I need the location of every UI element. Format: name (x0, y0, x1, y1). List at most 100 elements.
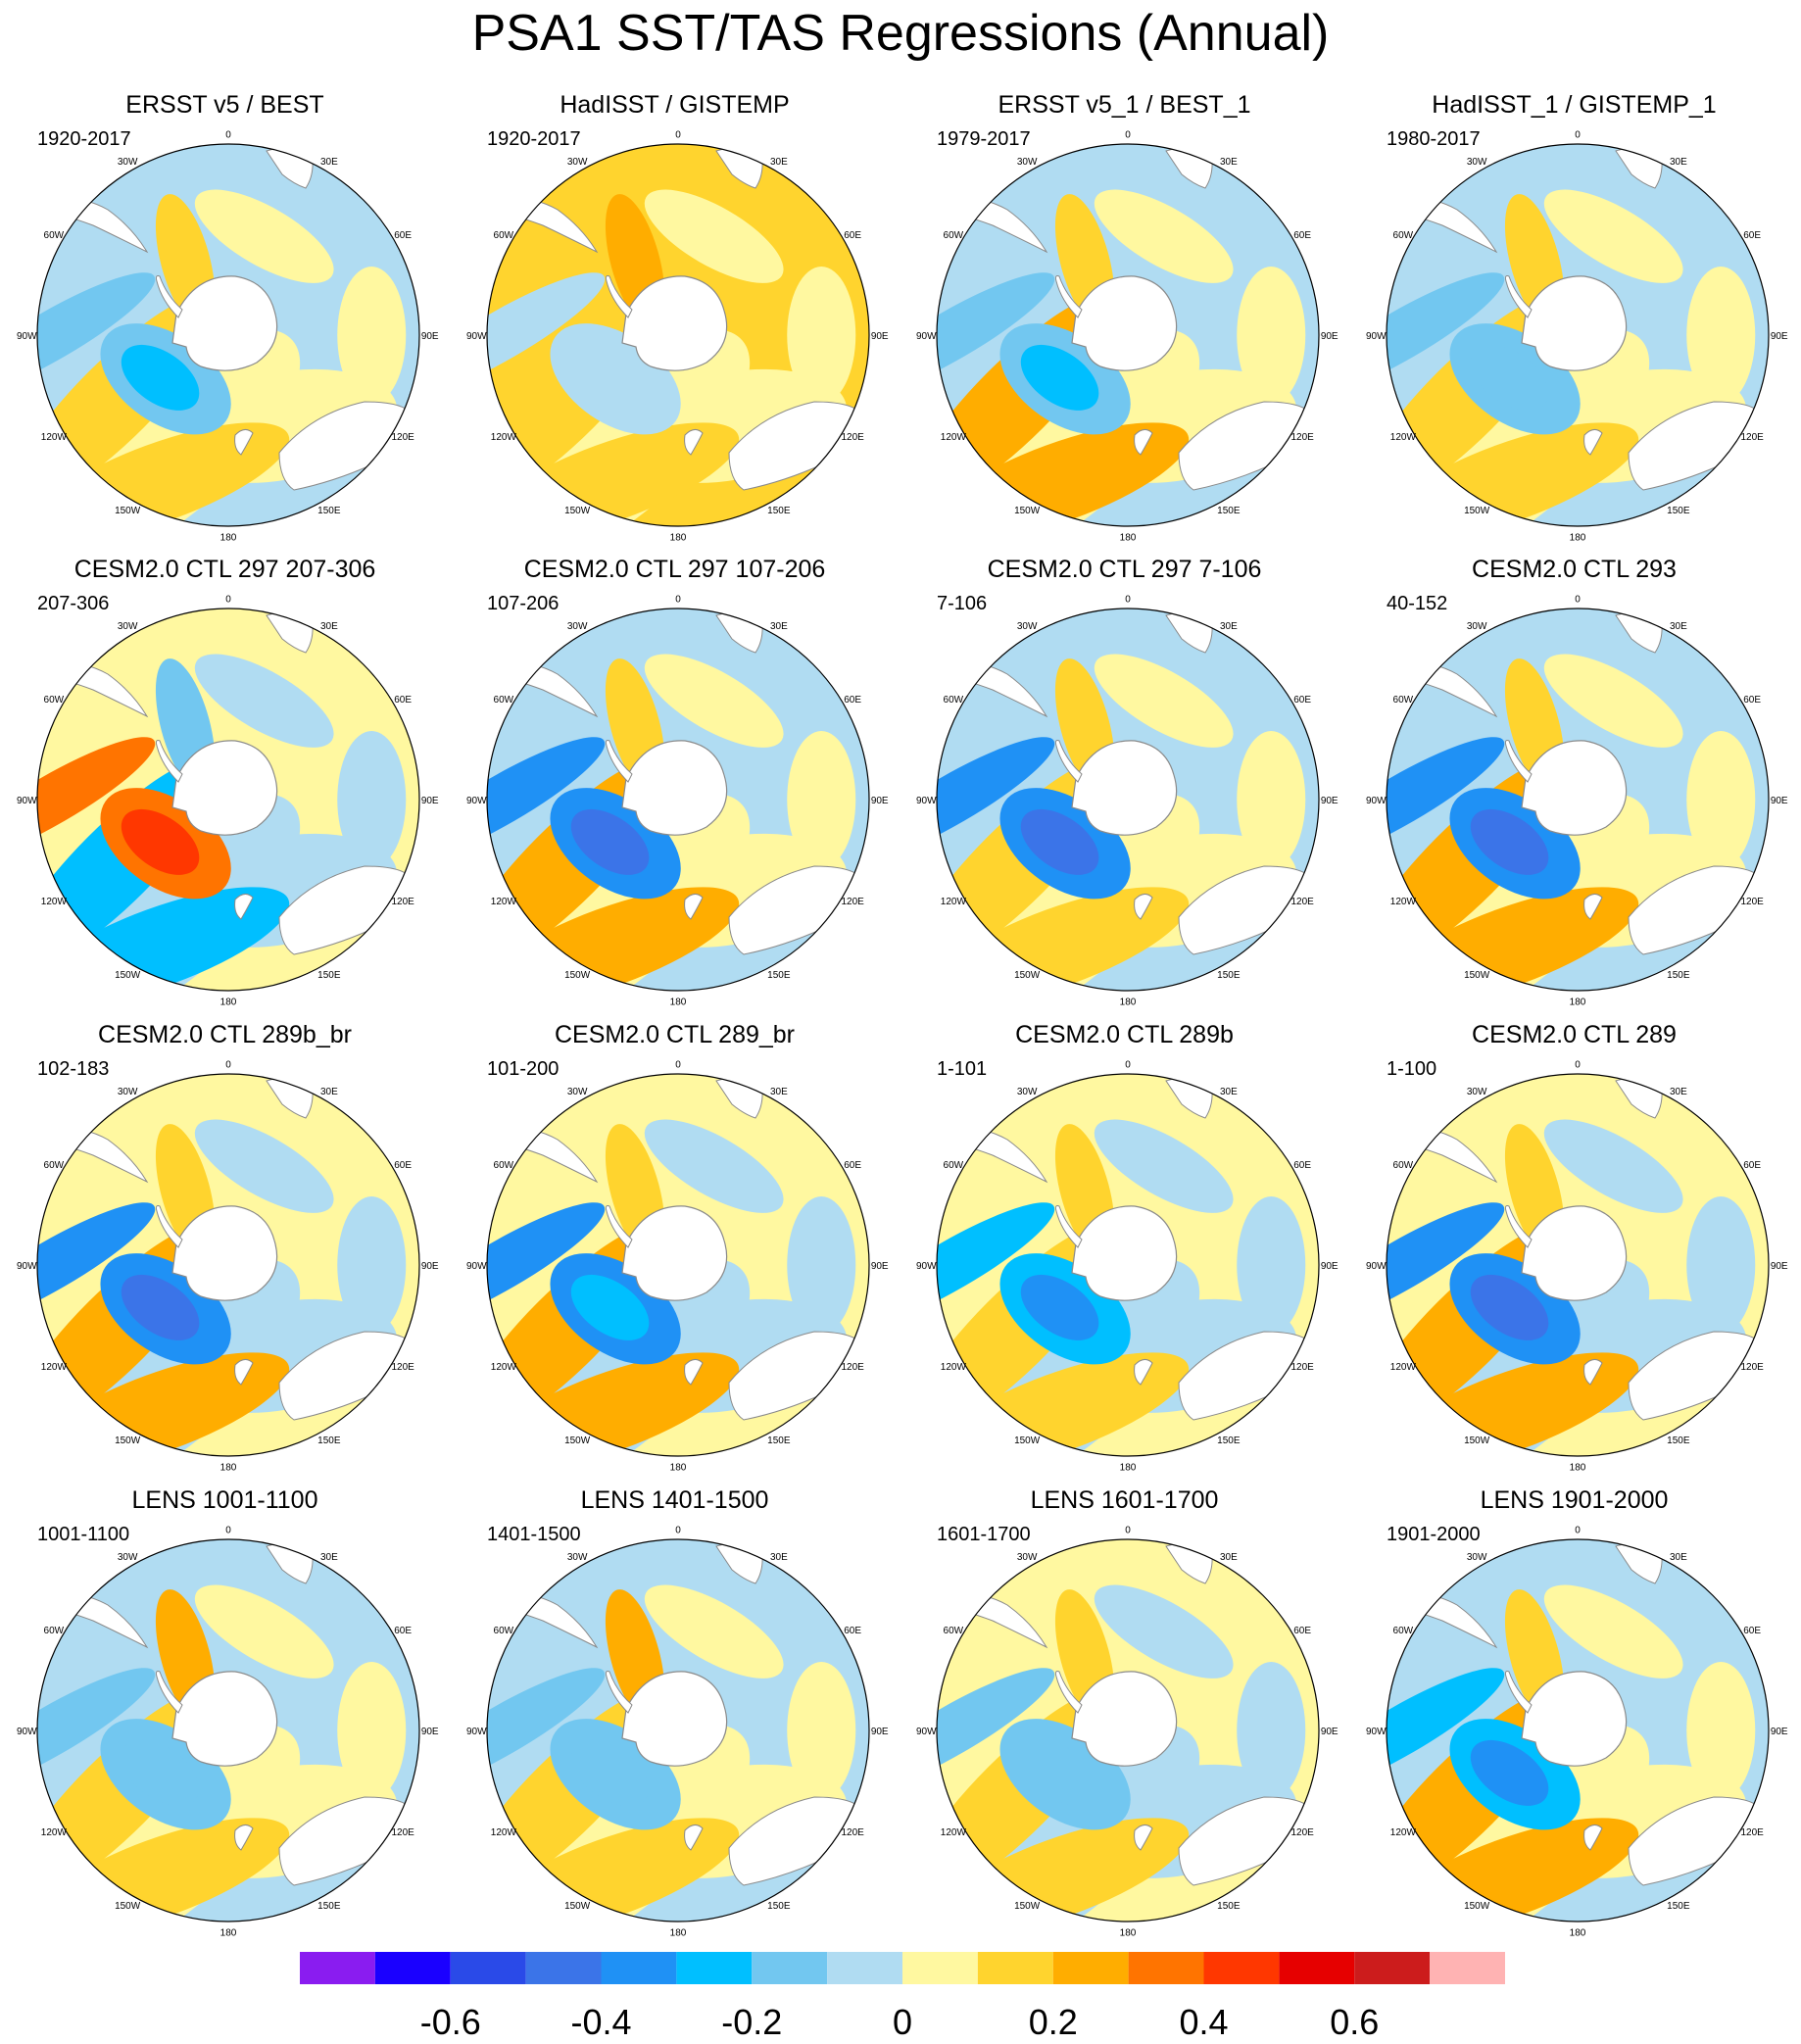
longitude-label: 120E (1290, 897, 1314, 907)
panel-period-label: 102-183 (37, 1058, 110, 1080)
longitude-label: 60W (494, 695, 514, 706)
contour-region (1470, 344, 1549, 411)
peninsula-landmass (1504, 1671, 1533, 1714)
longitude-label: 60W (944, 1626, 964, 1636)
contour-region (194, 189, 334, 283)
contour-region (1686, 1662, 1756, 1799)
map-panel: 0 30E 60E 90E 120E 150E 180 150W 120W 90W 60W 30W ER… (0, 90, 450, 554)
longitude-label: 180 (220, 1928, 237, 1939)
longitude-label: 150E (317, 970, 341, 981)
contour-region (937, 1668, 1055, 1793)
longitude-label: 120E (841, 1827, 864, 1838)
regression-field (937, 144, 1319, 526)
panel-period-label: 1920-2017 (37, 128, 131, 150)
longitude-label: 150E (767, 506, 791, 516)
longitude-label: 30W (118, 1087, 138, 1097)
longitude-label: 60E (844, 695, 861, 706)
longitude-label: 180 (1120, 998, 1137, 1008)
longitude-label: 120E (391, 1827, 414, 1838)
new-zealand-landmass (684, 894, 704, 920)
longitude-label: 30W (1017, 1087, 1038, 1097)
longitude-label: 0 (1125, 1059, 1131, 1070)
regression-field (37, 608, 419, 991)
polar-map: 0 30E 60E 90E 120E 150E 180 150W 120W 90W 60W 30W (466, 594, 889, 1007)
antarctica-landmass (621, 740, 728, 836)
antarctica-landmass (1521, 275, 1628, 371)
colorbar-tick-label: -0.4 (570, 2002, 631, 2042)
panel-title: HadISST / GISTEMP (560, 91, 790, 119)
contour-region (1237, 731, 1306, 868)
panel-period-label: 1-101 (937, 1058, 988, 1080)
longitude-label: 30E (770, 157, 788, 168)
longitude-label: 150W (1014, 1901, 1041, 1912)
figure-title: PSA1 SST/TAS Regressions (Annual) (471, 5, 1330, 62)
longitude-label: 150E (1667, 506, 1690, 516)
peninsula-landmass (155, 740, 183, 783)
contour-region (1543, 189, 1683, 283)
longitude-label: 90E (871, 1727, 889, 1737)
longitude-label: 60E (394, 230, 412, 241)
longitude-label: 60W (44, 1160, 65, 1171)
contour-region (937, 1202, 1055, 1328)
longitude-label: 90W (466, 1261, 487, 1272)
new-zealand-landmass (1134, 429, 1153, 456)
antarctica-landmass (621, 1671, 728, 1767)
longitude-label: 180 (670, 533, 687, 544)
longitude-label: 60W (1393, 230, 1414, 241)
longitude-label: 120E (1290, 432, 1314, 443)
peninsula-landmass (155, 1205, 183, 1248)
longitude-label: 120W (1390, 1827, 1417, 1838)
contour-region (37, 272, 156, 398)
longitude-label: 0 (1125, 1525, 1131, 1535)
contour-region (787, 731, 856, 868)
colorbar-swatch (450, 1952, 526, 1984)
contour-region (121, 1739, 200, 1806)
antarctica-landmass (171, 740, 278, 836)
map-boundary (486, 608, 870, 992)
new-zealand-landmass (234, 429, 254, 456)
map-boundary (486, 1073, 870, 1457)
longitude-label: 120W (1390, 897, 1417, 907)
longitude-label: 120W (41, 1362, 68, 1373)
longitude-label: 90E (421, 796, 439, 806)
contour-region (1094, 189, 1234, 283)
longitude-label: 180 (670, 1928, 687, 1939)
longitude-label: 0 (675, 1525, 681, 1535)
contour-region (644, 1119, 784, 1213)
longitude-label: 90W (17, 796, 37, 806)
longitude-label: 150W (1464, 970, 1490, 981)
colorbar-swatch (676, 1952, 753, 1984)
contour-region (121, 344, 200, 411)
longitude-label: 60W (1393, 1160, 1414, 1171)
peninsula-landmass (1054, 1205, 1083, 1248)
longitude-label: 90E (1321, 1727, 1339, 1737)
longitude-label: 30W (1467, 621, 1487, 632)
peninsula-landmass (1054, 740, 1083, 783)
longitude-label: 90E (1771, 331, 1788, 342)
longitude-label: 60W (944, 1160, 964, 1171)
contour-region (194, 654, 334, 748)
contour-region (1470, 1739, 1549, 1806)
colorbar-swatch (1128, 1952, 1204, 1984)
map-boundary (486, 143, 870, 527)
longitude-label: 30E (1220, 1087, 1238, 1097)
regression-field (487, 1074, 869, 1456)
colorbar-swatch (1430, 1952, 1505, 1984)
contour-region (570, 344, 650, 411)
map-boundary (936, 608, 1320, 992)
longitude-label: 30E (320, 621, 338, 632)
new-zealand-landmass (684, 1825, 704, 1851)
polar-map: 0 30E 60E 90E 120E 150E 180 150W 120W 90W 60W 30W (17, 594, 439, 1007)
longitude-label: 120E (391, 1362, 414, 1373)
new-zealand-landmass (684, 1359, 704, 1386)
contour-region (570, 1739, 650, 1806)
peninsula-landmass (605, 1205, 633, 1248)
longitude-label: 120W (41, 897, 68, 907)
longitude-label: 60W (44, 695, 65, 706)
contour-region (1387, 272, 1505, 398)
panel-title: CESM2.0 CTL 297 107-206 (523, 556, 826, 583)
regression-field (1387, 608, 1769, 991)
longitude-label: 30W (1017, 157, 1038, 168)
longitude-label: 60E (1293, 695, 1311, 706)
longitude-label: 150E (1667, 970, 1690, 981)
